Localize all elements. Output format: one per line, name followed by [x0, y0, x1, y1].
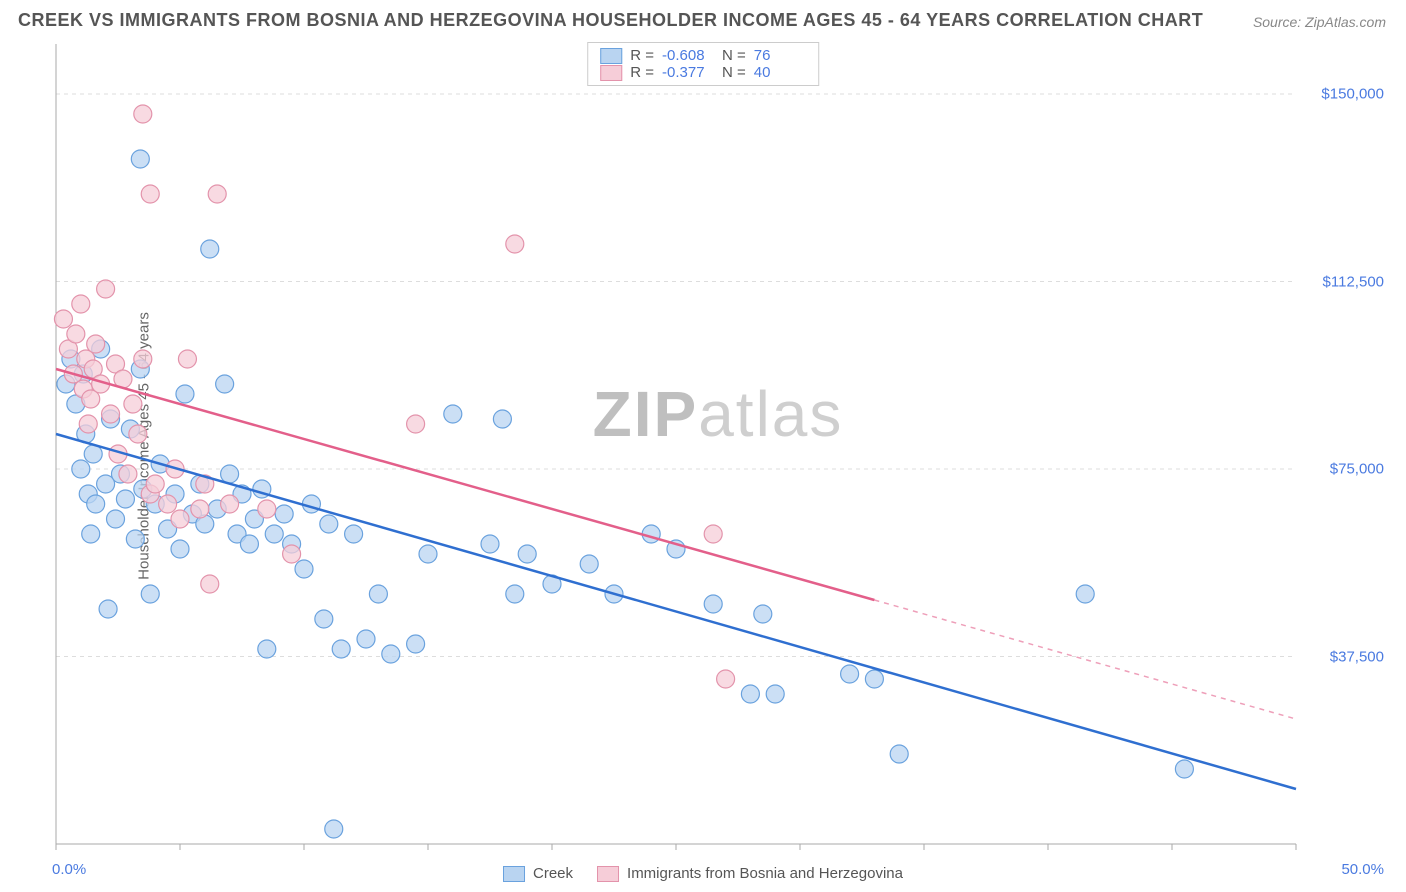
legend-swatch [600, 65, 622, 81]
chart-area: ZIPatlas [50, 40, 1386, 852]
y-tick-label: $75,000 [1330, 461, 1384, 478]
stats-legend-box: R = -0.608 N = 76 R = -0.377 N = 40 [587, 42, 819, 86]
legend-item: Creek [503, 865, 573, 882]
legend-item: Immigrants from Bosnia and Herzegovina [597, 865, 903, 882]
scatter-plot [50, 40, 1386, 852]
legend-swatch [597, 866, 619, 882]
n-value: 40 [754, 64, 806, 81]
legend-swatch [503, 866, 525, 882]
legend-label: Creek [533, 865, 573, 882]
r-value: -0.377 [662, 64, 714, 81]
r-label: R = [630, 47, 654, 64]
x-axis-min-label: 0.0% [52, 861, 86, 878]
n-value: 76 [754, 47, 806, 64]
stats-row: R = -0.377 N = 40 [600, 64, 806, 81]
chart-title: CREEK VS IMMIGRANTS FROM BOSNIA AND HERZ… [18, 10, 1203, 31]
bottom-legend: Creek Immigrants from Bosnia and Herzegov… [503, 865, 903, 882]
y-tick-label: $37,500 [1330, 648, 1384, 665]
legend-label: Immigrants from Bosnia and Herzegovina [627, 865, 903, 882]
stats-row: R = -0.608 N = 76 [600, 47, 806, 64]
y-tick-label: $150,000 [1321, 86, 1384, 103]
legend-swatch [600, 48, 622, 64]
x-axis-max-label: 50.0% [1341, 861, 1384, 878]
r-value: -0.608 [662, 47, 714, 64]
r-label: R = [630, 64, 654, 81]
source-attribution: Source: ZipAtlas.com [1253, 14, 1386, 30]
n-label: N = [722, 47, 746, 64]
y-tick-label: $112,500 [1323, 273, 1384, 290]
n-label: N = [722, 64, 746, 81]
